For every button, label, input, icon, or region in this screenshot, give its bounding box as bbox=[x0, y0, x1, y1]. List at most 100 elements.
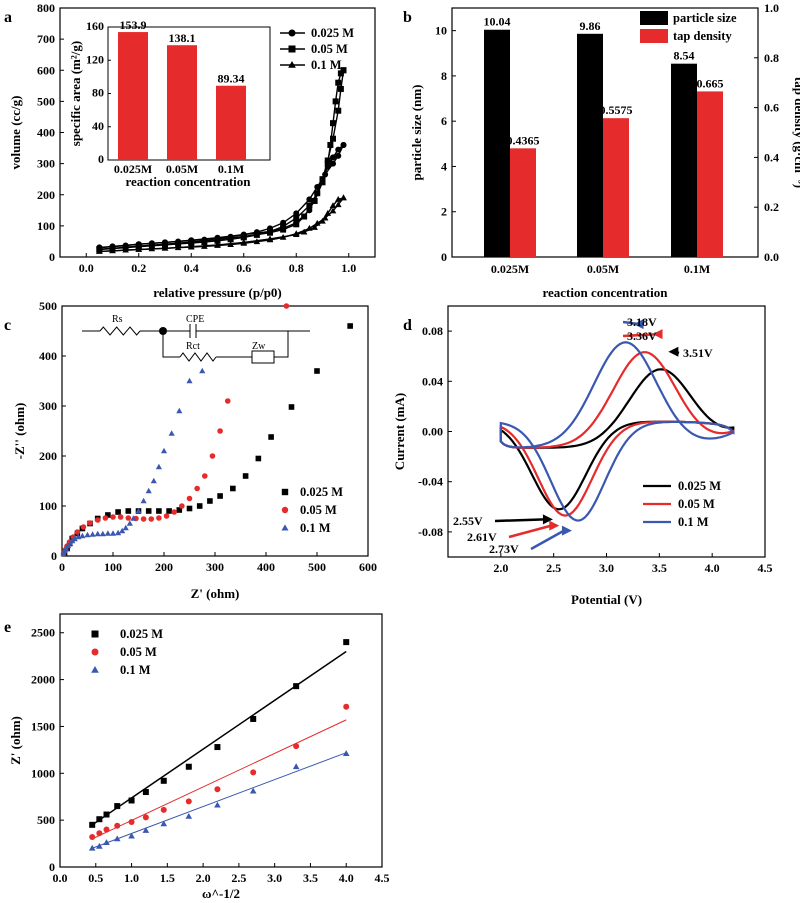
d-legend-label: 0.025 M bbox=[678, 479, 721, 493]
a-data-point bbox=[214, 236, 221, 243]
b-left-ytick-label: 0 bbox=[441, 250, 447, 264]
d-cathodic-arrow bbox=[494, 518, 545, 523]
panel-letter-e: e bbox=[4, 619, 11, 636]
e-data-point bbox=[160, 806, 167, 813]
panel-letter-b: b bbox=[403, 9, 412, 26]
e-data-point bbox=[342, 750, 350, 757]
a-series-desorption-line bbox=[99, 69, 345, 250]
e-data-point bbox=[292, 763, 300, 770]
c-data-point bbox=[194, 485, 200, 492]
d-cathodic-arrow bbox=[530, 529, 565, 551]
a-data-point bbox=[162, 241, 168, 248]
d-cathodic-arrow bbox=[508, 524, 552, 539]
a-data-point bbox=[306, 196, 313, 203]
a-legend-marker bbox=[288, 29, 296, 37]
e-data-point bbox=[88, 844, 96, 851]
d-ytick-label: 0.08 bbox=[422, 324, 443, 338]
panel-letter-d: d bbox=[403, 317, 412, 334]
a-data-point bbox=[306, 224, 313, 231]
a-data-point bbox=[335, 107, 342, 114]
e-fit-line bbox=[91, 650, 347, 826]
e-data-point bbox=[128, 797, 135, 804]
e-data-point bbox=[185, 763, 192, 770]
a-legend-label: 0.1 M bbox=[311, 58, 342, 72]
c-data-point bbox=[230, 485, 236, 492]
d-xtick-label: 3.5 bbox=[652, 561, 667, 575]
a-data-point bbox=[201, 242, 208, 249]
e-data-point bbox=[103, 839, 110, 846]
b-xtick-label: 0.05M bbox=[587, 262, 619, 276]
a-data-point bbox=[314, 190, 321, 197]
a-data-point bbox=[324, 209, 332, 216]
c-data-point bbox=[122, 524, 129, 531]
a-ytick-label: 100 bbox=[37, 219, 55, 233]
c-data-point bbox=[126, 520, 133, 526]
a-xtick-label: 0.0 bbox=[79, 261, 94, 275]
d-anodic-arrowhead bbox=[633, 319, 644, 330]
b-bar bbox=[484, 29, 510, 257]
b-bar-label: 0.5575 bbox=[600, 103, 633, 117]
a-legend-label: 0.025 M bbox=[311, 26, 354, 40]
e-legend-label: 0.1 M bbox=[120, 663, 151, 677]
d-anodic-label: 3.51V bbox=[683, 346, 713, 360]
d-ytick-label: -0.04 bbox=[418, 475, 443, 489]
b-bar-label: 0.665 bbox=[697, 76, 724, 90]
b-left-ytick-label: 6 bbox=[441, 114, 447, 128]
e-xtick-label: 1.0 bbox=[124, 871, 139, 885]
b-xtick-label: 0.025M bbox=[491, 262, 529, 276]
a-data-point bbox=[135, 246, 143, 252]
c-data-point bbox=[125, 515, 132, 521]
e-data-point bbox=[214, 786, 221, 793]
d-cathodic-arrowhead bbox=[542, 514, 553, 525]
d-cv-curve bbox=[499, 341, 735, 522]
a-data-point bbox=[340, 194, 347, 201]
b-left-ytick-label: 2 bbox=[441, 205, 447, 219]
a-xlabel: relative pressure (p/p0) bbox=[153, 285, 282, 300]
c-data-point bbox=[255, 455, 262, 462]
c-data-point bbox=[156, 515, 162, 521]
a-data-point bbox=[301, 213, 308, 220]
b-bar bbox=[671, 63, 697, 257]
a-inset-ytick-label: 120 bbox=[86, 52, 104, 66]
a-legend-label: 0.05 M bbox=[311, 42, 348, 56]
d-cathodic-arrowhead bbox=[549, 520, 560, 531]
e-xtick-label: 1.5 bbox=[160, 871, 175, 885]
panel-e-warburg: 0.0 0.5 1.0 1.5 2.0 2.5 3.0 3.5 4.0 4.5 0 500 1000 15… bbox=[8, 613, 390, 901]
d-anodic-arrowhead bbox=[668, 346, 679, 357]
e-data-point bbox=[142, 814, 149, 821]
c-data-point bbox=[186, 505, 193, 512]
a-data-point bbox=[240, 238, 248, 245]
a-xtick-label: 0.2 bbox=[131, 261, 146, 275]
a-data-point bbox=[253, 231, 260, 238]
c-data-point bbox=[71, 535, 78, 542]
a-data-point bbox=[293, 210, 300, 217]
d-legend-label: 0.1 M bbox=[678, 515, 709, 529]
a-inset-ytick-label: 160 bbox=[86, 19, 104, 33]
e-legend-marker bbox=[91, 648, 99, 656]
c-legend-label: 0.025 M bbox=[300, 485, 343, 499]
a-data-point bbox=[340, 67, 347, 74]
a-data-point bbox=[340, 141, 347, 148]
c-data-point bbox=[268, 434, 274, 440]
a-data-point bbox=[321, 214, 329, 221]
a-data-point bbox=[292, 231, 300, 237]
c-data-point bbox=[202, 473, 208, 479]
c-circuit-label: CPE bbox=[186, 314, 204, 325]
a-data-point bbox=[319, 179, 326, 186]
d-cathodic-label: 2.55V bbox=[453, 514, 483, 528]
b-xlabel: reaction concentration bbox=[542, 285, 668, 300]
a-inset-ytick-label: 40 bbox=[92, 119, 104, 133]
panel-b-bar-chart: 0 2 4 6 8 10 0.0 0.2 0.4 0.6 0.8 1.0 0.025M 0.05M 0.1M… bbox=[409, 1, 800, 300]
e-data-point bbox=[214, 744, 221, 751]
e-data-point bbox=[96, 830, 103, 837]
b-right-ytick-label: 0.8 bbox=[764, 51, 779, 65]
b-left-ytick-label: 10 bbox=[435, 24, 447, 38]
d-anodic-label: 3.18V bbox=[627, 315, 657, 329]
b-bar-label: 0.4365 bbox=[507, 133, 540, 147]
a-inset-bar bbox=[118, 32, 148, 160]
a-data-point bbox=[266, 235, 274, 242]
c-data-point bbox=[155, 463, 162, 470]
panel-a-isotherm: 0.0 0.2 0.4 0.6 0.8 1.00100200300400500600700… bbox=[8, 1, 376, 300]
c-data-point bbox=[209, 453, 216, 459]
